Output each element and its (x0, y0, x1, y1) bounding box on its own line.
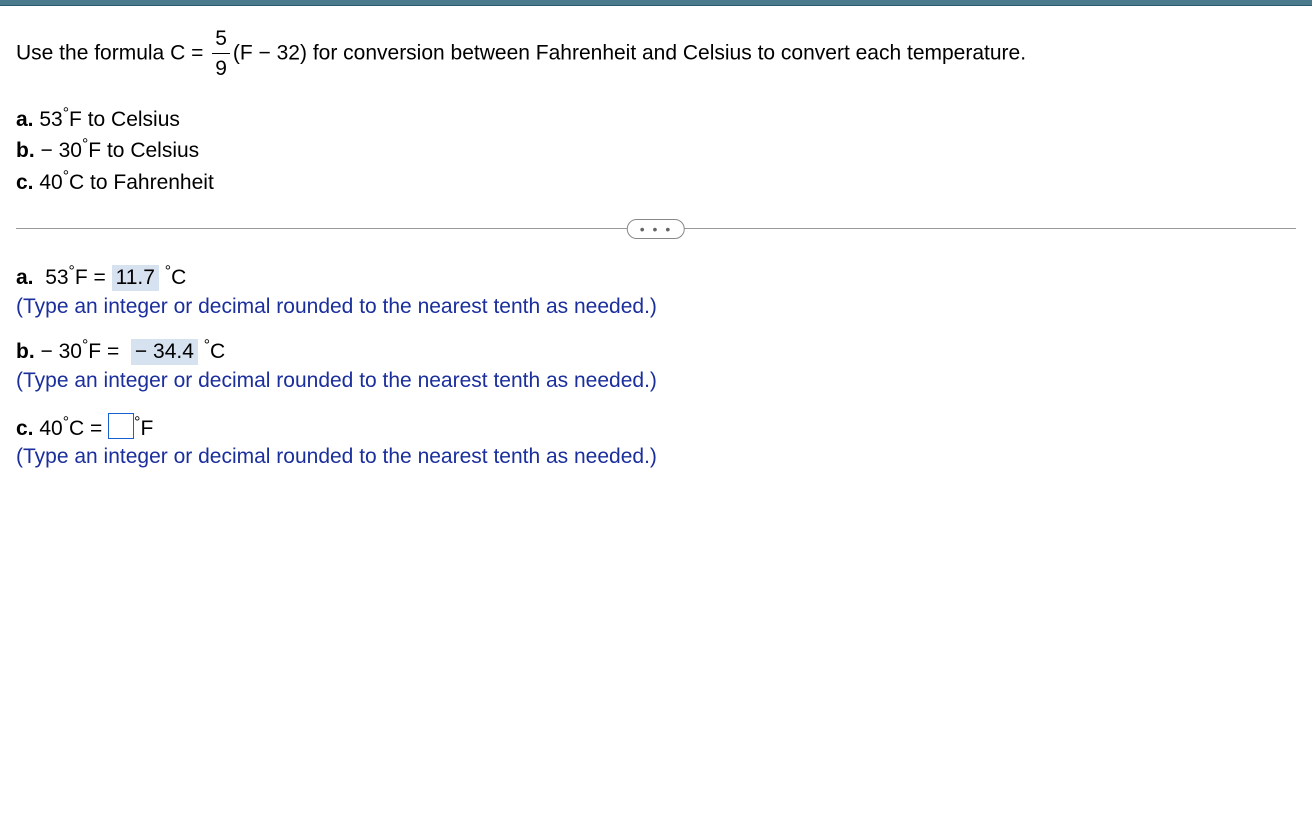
answer-c: c. 40°C = °F (Type an integer or decimal… (16, 413, 1296, 469)
answer-b-lhs-prefix: − (41, 340, 53, 363)
answer-c-input[interactable] (108, 413, 134, 439)
answer-b-equation: b. − 30°F = − 34.4 °C (16, 339, 1296, 365)
question-a: a. 53°F to Celsius (16, 104, 1296, 136)
value-b: 30 (59, 139, 82, 162)
answer-a: a. 53°F = 11.7 °C (Type an integer or de… (16, 265, 1296, 319)
answer-b-value[interactable]: − 34.4 (131, 339, 198, 365)
answer-b-lhs-value: 30 (59, 340, 82, 363)
hint-a: (Type an integer or decimal rounded to t… (16, 295, 1296, 319)
answer-c-rhs-unit: F (140, 417, 153, 440)
minus-b: − (41, 139, 53, 162)
answer-a-lhs-value: 53 (45, 266, 68, 289)
question-list: a. 53°F to Celsius b. − 30°F to Celsius … (16, 104, 1296, 199)
label-a: a. (16, 108, 34, 131)
answer-b-rhs-value: 34.4 (153, 340, 194, 363)
unit-to-a: Celsius (111, 108, 180, 131)
question-b: b. − 30°F to Celsius (16, 135, 1296, 167)
label-c: c. (16, 171, 34, 194)
value-c: 40 (39, 171, 62, 194)
answer-b-lhs-unit: F (88, 340, 101, 363)
content-area: Use the formula C = 5 9 (F − 32) for con… (0, 6, 1312, 469)
unit-from-b: F (88, 139, 101, 162)
hint-c: (Type an integer or decimal rounded to t… (16, 445, 1296, 469)
fraction: 5 9 (212, 24, 230, 84)
answer-label-c: c. (16, 417, 34, 440)
answer-b-rhs-unit: C (210, 340, 225, 363)
unit-to-c: Fahrenheit (113, 171, 213, 194)
answer-b: b. − 30°F = − 34.4 °C (Type an integer o… (16, 339, 1296, 393)
answer-label-b: b. (16, 340, 35, 363)
answer-a-equation: a. 53°F = 11.7 °C (16, 265, 1296, 291)
label-b: b. (16, 139, 35, 162)
answer-label-a: a. (16, 266, 34, 289)
answer-a-value[interactable]: 11.7 (112, 265, 159, 291)
question-c: c. 40°C to Fahrenheit (16, 167, 1296, 199)
fraction-denominator: 9 (212, 53, 230, 83)
answer-a-lhs-unit: F (75, 266, 88, 289)
answer-c-lhs-value: 40 (39, 417, 62, 440)
value-a: 53 (39, 108, 62, 131)
intro-after: (F − 32) for conversion between Fahrenhe… (233, 41, 1026, 64)
unit-to-b: Celsius (130, 139, 199, 162)
unit-from-a: F (69, 108, 82, 131)
fraction-numerator: 5 (212, 24, 230, 53)
intro-before: Use the formula C = (16, 41, 203, 64)
answer-a-rhs-unit: C (171, 266, 186, 289)
problem-statement: Use the formula C = 5 9 (F − 32) for con… (16, 24, 1296, 84)
hint-b: (Type an integer or decimal rounded to t… (16, 369, 1296, 393)
divider: • • • (16, 228, 1296, 229)
answer-b-rhs-prefix: − (135, 340, 147, 363)
answer-c-equation: c. 40°C = °F (16, 413, 1296, 441)
answer-c-lhs-unit: C (69, 417, 84, 440)
unit-from-c: C (69, 171, 84, 194)
answers-area: a. 53°F = 11.7 °C (Type an integer or de… (16, 265, 1296, 469)
expand-button[interactable]: • • • (627, 219, 685, 239)
